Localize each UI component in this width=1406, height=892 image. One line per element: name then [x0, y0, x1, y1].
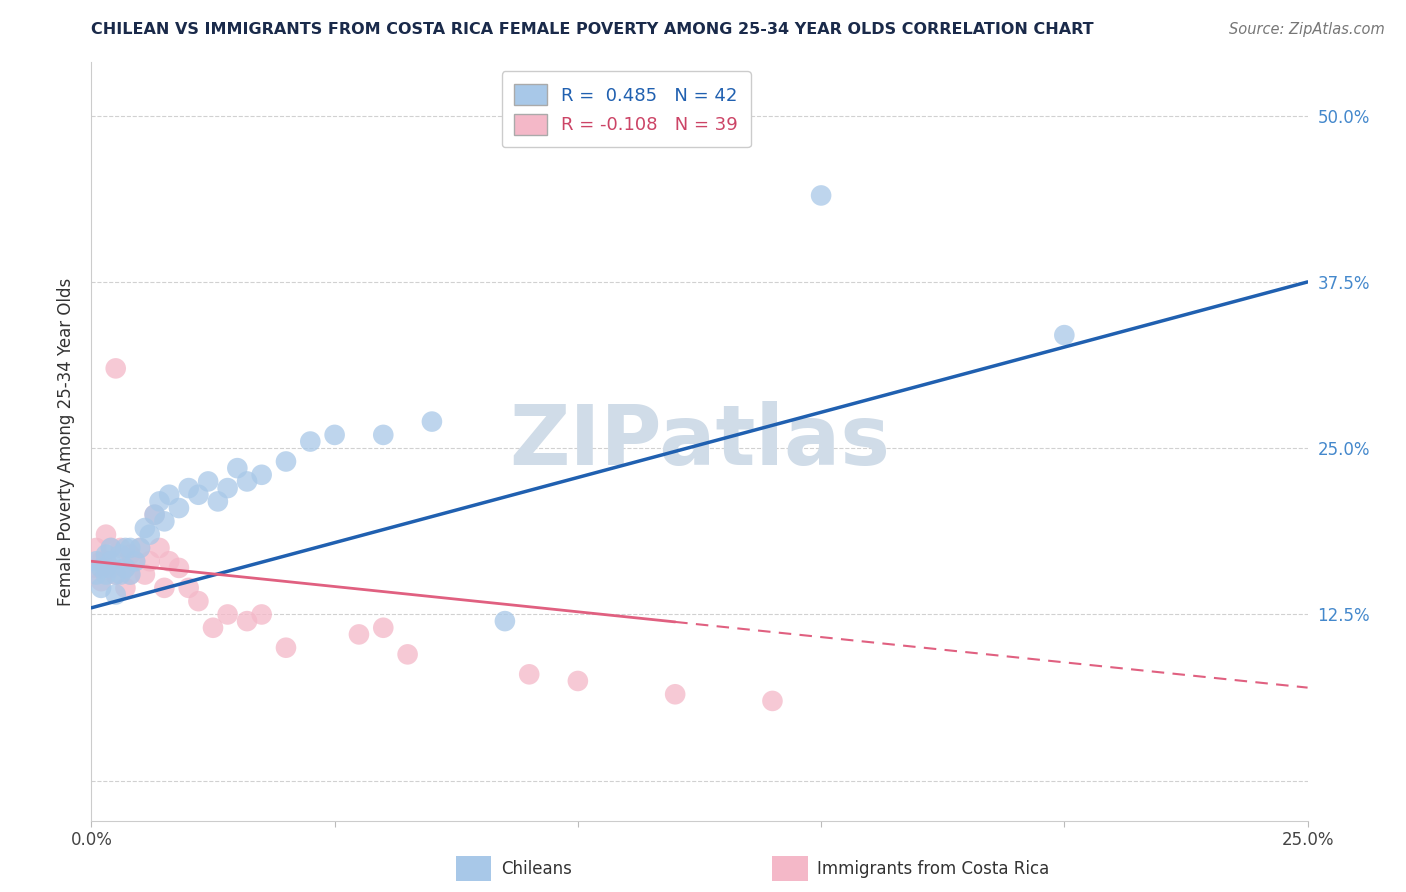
Point: [494, 614, 516, 628]
Point: [217, 481, 239, 495]
Point: [114, 541, 136, 555]
Point: [226, 461, 249, 475]
Text: CHILEAN VS IMMIGRANTS FROM COSTA RICA FEMALE POVERTY AMONG 25-34 YEAR OLDS CORRE: CHILEAN VS IMMIGRANTS FROM COSTA RICA FE…: [91, 22, 1094, 37]
Point: [664, 687, 686, 701]
Point: [120, 567, 142, 582]
Point: [104, 361, 127, 376]
Point: [104, 587, 127, 601]
Point: [84, 554, 107, 568]
Point: [274, 640, 297, 655]
Point: [153, 514, 176, 528]
Point: [139, 527, 162, 541]
Point: [110, 567, 132, 582]
Point: [197, 475, 219, 489]
Point: [148, 541, 170, 555]
Point: [110, 541, 132, 555]
Point: [373, 621, 395, 635]
Point: [810, 188, 832, 202]
Point: [139, 554, 162, 568]
Point: [134, 521, 156, 535]
Point: [143, 508, 166, 522]
Point: [94, 567, 117, 582]
Point: [94, 527, 117, 541]
Point: [167, 561, 190, 575]
Point: [120, 567, 142, 582]
Point: [207, 494, 229, 508]
Point: [177, 581, 200, 595]
Point: [236, 475, 259, 489]
Point: [100, 554, 122, 568]
Point: [177, 481, 200, 495]
Point: [100, 541, 122, 555]
Point: [236, 614, 259, 628]
Point: [114, 561, 136, 575]
Point: [90, 581, 112, 595]
Point: [84, 541, 107, 555]
Point: [124, 554, 146, 568]
Point: [187, 488, 209, 502]
Point: [517, 667, 540, 681]
Point: [761, 694, 783, 708]
Point: [167, 501, 190, 516]
Point: [90, 574, 112, 589]
Point: [134, 567, 156, 582]
Point: [347, 627, 370, 641]
Point: [157, 488, 180, 502]
Point: [124, 554, 146, 568]
Text: Chileans: Chileans: [502, 860, 572, 878]
Point: [373, 428, 395, 442]
Point: [104, 567, 127, 582]
Point: [90, 561, 112, 575]
Point: [90, 554, 112, 568]
Point: [250, 607, 273, 622]
Text: Source: ZipAtlas.com: Source: ZipAtlas.com: [1229, 22, 1385, 37]
Point: [148, 494, 170, 508]
Point: [202, 621, 225, 635]
Point: [299, 434, 322, 449]
Point: [250, 467, 273, 482]
Point: [396, 648, 419, 662]
Point: [114, 581, 136, 595]
Point: [120, 548, 142, 562]
Text: ZIPatlas: ZIPatlas: [509, 401, 890, 482]
Point: [187, 594, 209, 608]
Point: [157, 554, 180, 568]
Point: [110, 548, 132, 562]
Point: [100, 541, 122, 555]
Point: [84, 567, 107, 582]
Point: [94, 554, 117, 568]
Point: [217, 607, 239, 622]
Point: [94, 554, 117, 568]
Point: [420, 415, 443, 429]
Point: [94, 548, 117, 562]
Point: [274, 454, 297, 468]
Point: [100, 561, 122, 575]
Point: [94, 561, 117, 575]
Point: [143, 508, 166, 522]
Point: [129, 541, 152, 555]
Point: [153, 581, 176, 595]
Text: Immigrants from Costa Rica: Immigrants from Costa Rica: [817, 860, 1050, 878]
Point: [104, 567, 127, 582]
Point: [567, 673, 589, 688]
Point: [1053, 328, 1076, 343]
Point: [114, 561, 136, 575]
Point: [129, 541, 152, 555]
Point: [84, 561, 107, 575]
Y-axis label: Female Poverty Among 25-34 Year Olds: Female Poverty Among 25-34 Year Olds: [58, 277, 76, 606]
Legend: R =  0.485   N = 42, R = -0.108   N = 39: R = 0.485 N = 42, R = -0.108 N = 39: [502, 71, 751, 147]
Point: [323, 428, 346, 442]
Point: [120, 541, 142, 555]
